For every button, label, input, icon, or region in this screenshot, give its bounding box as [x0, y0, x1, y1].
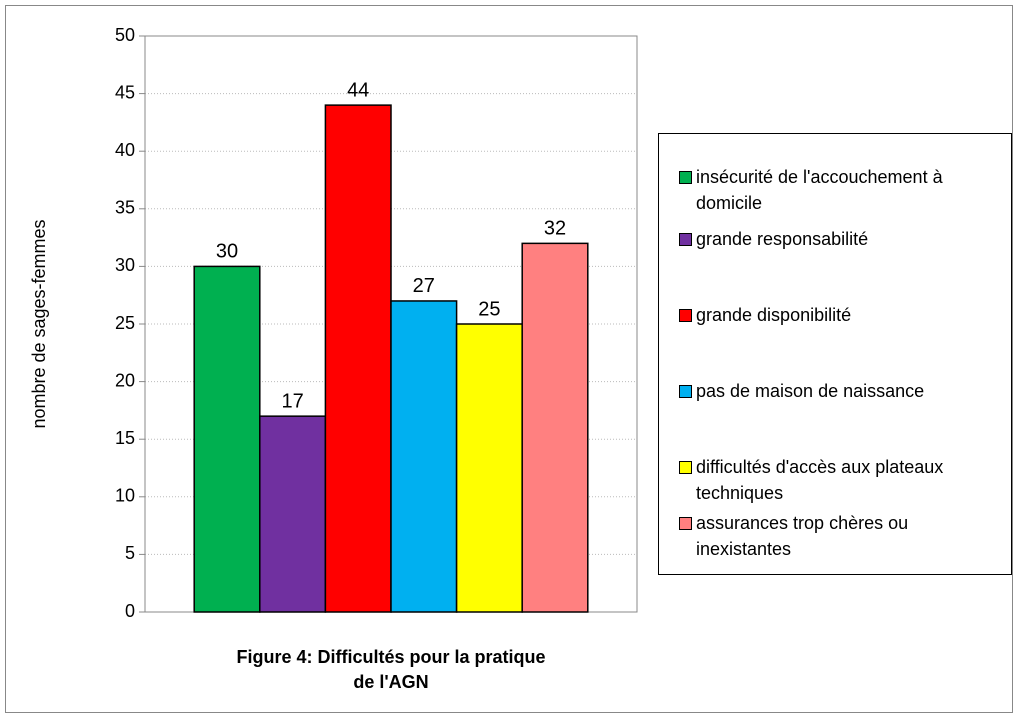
legend-entry: grande responsabilité [679, 226, 1005, 272]
legend-swatch [679, 309, 692, 322]
legend-label: assurances trop chères ou inexistantes [696, 513, 909, 559]
legend-entry: insécurité de l'accouchement à domicile [679, 164, 1005, 216]
legend-swatch [679, 517, 692, 530]
bar [390, 300, 458, 613]
bar [324, 104, 392, 613]
bar [521, 242, 589, 613]
legend-label: grande responsabilité [696, 229, 869, 249]
legend-entry: grande disponibilité [679, 302, 1005, 348]
caption: Figure 4: Difficultés pour la pratique d… [145, 645, 637, 695]
y-tick-label: 35 [115, 198, 135, 218]
chart-frame [5, 5, 1013, 713]
data-label: 27 [413, 275, 435, 297]
data-label: 32 [544, 218, 566, 240]
bar [455, 323, 523, 613]
legend-swatch [679, 461, 692, 474]
legend-label: grande disponibilité [696, 305, 852, 325]
legend-label: pas de maison de naissance [696, 381, 925, 401]
y-axis-label: nombre de sages-femmes [29, 219, 49, 428]
y-tick-label: 15 [115, 428, 135, 448]
data-label: 17 [281, 390, 303, 412]
data-label: 25 [478, 298, 500, 320]
legend-swatch [679, 171, 692, 184]
legend-label: difficultés d'accès aux plateaux techniq… [696, 457, 944, 503]
chart-title: Figure 4: Difficultés pour la pratique d… [236, 647, 546, 692]
legend: insécurité de l'accouchement à domicile g… [658, 133, 1012, 575]
bar [193, 265, 261, 613]
data-label: 44 [347, 79, 369, 101]
y-tick-label: 5 [125, 543, 135, 563]
legend-swatch [679, 233, 692, 246]
y-tick-label: 0 [125, 601, 135, 621]
y-tick-label: 10 [115, 486, 135, 506]
legend-swatch [679, 385, 692, 398]
y-tick-label: 20 [115, 370, 135, 390]
y-tick-label: 25 [115, 313, 135, 333]
bar [259, 415, 327, 613]
y-tick-label: 30 [115, 255, 135, 275]
y-tick-label: 50 [115, 25, 135, 45]
y-tick-label: 40 [115, 140, 135, 160]
legend-entry: assurances trop chères ou inexistantes [679, 510, 1005, 562]
legend-label: insécurité de l'accouchement à domicile [696, 167, 943, 213]
data-label: 30 [216, 241, 238, 263]
legend-entry: difficultés d'accès aux plateaux techniq… [679, 454, 1005, 506]
y-tick-label: 45 [115, 82, 135, 102]
legend-entry: pas de maison de naissance [679, 378, 1005, 424]
